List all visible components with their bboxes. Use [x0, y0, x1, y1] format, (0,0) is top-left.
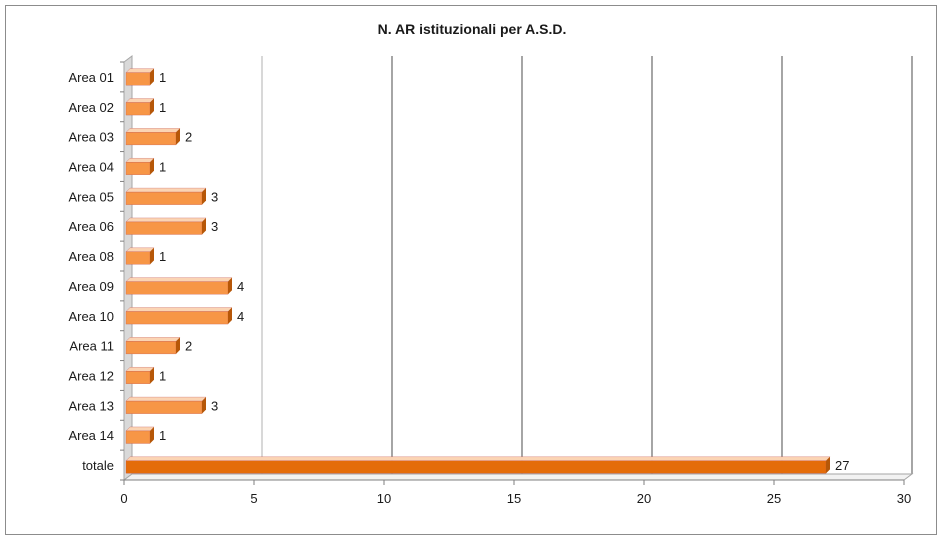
category-label: Area 13 [68, 398, 114, 413]
data-label: 2 [185, 130, 192, 145]
data-label: 3 [211, 189, 218, 204]
category-label: Area 10 [68, 309, 114, 324]
bar [125, 191, 203, 205]
category-label: totale [82, 458, 114, 473]
data-label: 4 [237, 279, 244, 294]
chart-title: N. AR istituzionali per A.S.D. [378, 21, 567, 37]
bar-top [125, 128, 181, 133]
bar-end [150, 158, 154, 175]
bar-end [228, 277, 232, 295]
bar-top [125, 68, 155, 73]
bar [125, 102, 151, 116]
bar [125, 72, 151, 86]
bar-end [826, 456, 830, 474]
bar-top [125, 337, 181, 342]
category-label: Area 04 [68, 160, 114, 175]
category-label: Area 03 [68, 130, 114, 145]
bar-end [176, 128, 180, 145]
x-tick-label: 20 [637, 491, 651, 506]
x-tick-label: 5 [250, 491, 257, 506]
bar [125, 460, 827, 474]
labels-layer: 0 5 10 15 20 25 30 Area 01 1 Area 02 1 Area 03 2 Area… [68, 70, 911, 506]
x-tick-label: 0 [120, 491, 127, 506]
side-wall [123, 55, 133, 481]
data-label: 1 [159, 249, 166, 264]
bar [125, 341, 177, 355]
category-label: Area 09 [68, 279, 114, 294]
grid-layer [261, 56, 913, 474]
bar-top [125, 456, 831, 461]
bar-end [228, 307, 232, 325]
bar-end [202, 188, 206, 205]
category-label: Area 12 [68, 369, 114, 384]
bar [125, 132, 177, 146]
data-label: 27 [835, 458, 849, 473]
floor [122, 473, 914, 481]
bar-end [176, 337, 180, 354]
data-label: 1 [159, 428, 166, 443]
category-label: Area 01 [68, 70, 114, 85]
chart-frame: N. AR istituzionali per A.S.D. 0 5 10 15 20 2… [5, 5, 937, 535]
bar-top [125, 158, 155, 163]
axis-layer [120, 55, 914, 485]
bar-end [150, 367, 154, 384]
x-tick-label: 25 [767, 491, 781, 506]
category-label: Area 06 [68, 219, 114, 234]
bar-top [125, 217, 207, 223]
category-label: Area 14 [68, 428, 114, 443]
bar [125, 400, 203, 414]
x-tick-label: 10 [377, 491, 391, 506]
bar-end [202, 397, 206, 414]
bar-end [150, 98, 154, 116]
category-label: Area 05 [68, 189, 114, 204]
data-label: 1 [159, 160, 166, 175]
bar-end [150, 426, 154, 444]
category-label: Area 02 [68, 100, 114, 115]
bar-top [125, 187, 207, 193]
bar [125, 430, 151, 444]
bar-top [125, 98, 155, 103]
bar-top [125, 307, 233, 312]
data-label: 4 [237, 309, 244, 324]
data-label: 3 [211, 219, 218, 234]
bar [125, 371, 151, 384]
bar-top [125, 247, 155, 252]
data-label: 2 [185, 339, 192, 354]
bar-top [125, 277, 233, 282]
bar-end [150, 68, 154, 86]
bar-end [150, 247, 154, 265]
bar-top [125, 396, 207, 402]
data-label: 1 [159, 70, 166, 85]
bar [125, 311, 229, 325]
bar-top [125, 426, 155, 432]
data-label: 1 [159, 369, 166, 384]
x-tick-label: 15 [507, 491, 521, 506]
bars-layer [125, 68, 831, 474]
bar [125, 221, 203, 235]
bar [125, 281, 229, 295]
bar-chart: N. AR istituzionali per A.S.D. 0 5 10 15 20 2… [68, 21, 914, 506]
data-label: 1 [159, 100, 166, 115]
bar [125, 251, 151, 265]
x-tick-label: 30 [897, 491, 911, 506]
bar [125, 162, 151, 175]
data-label: 3 [211, 398, 218, 413]
category-label: Area 11 [69, 339, 114, 354]
bar-top [125, 367, 155, 372]
bar-end [202, 217, 206, 235]
category-label: Area 08 [68, 249, 114, 264]
